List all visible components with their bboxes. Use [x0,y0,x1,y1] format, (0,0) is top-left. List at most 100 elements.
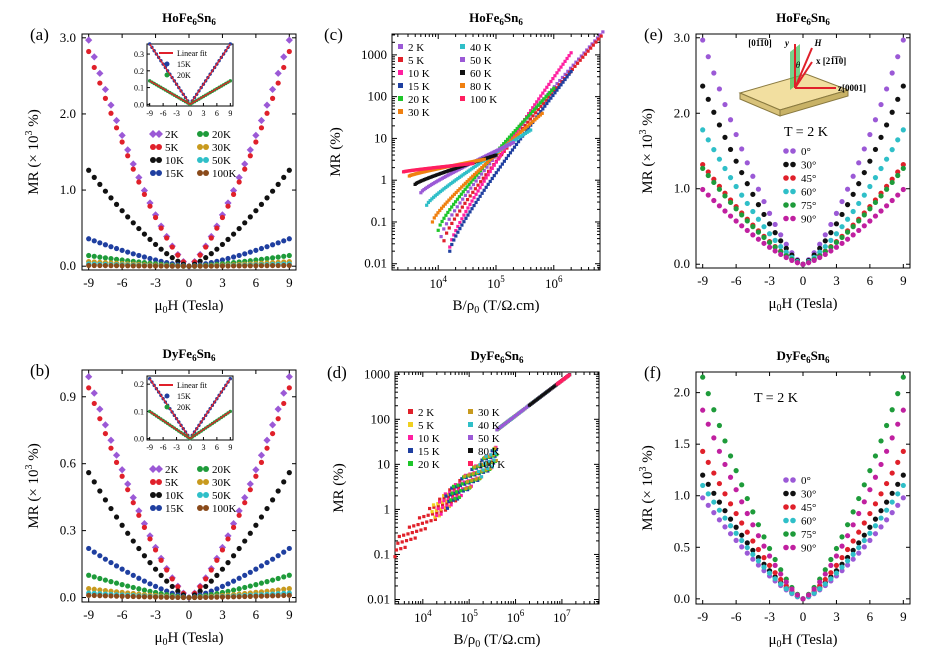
data-point [141,191,148,197]
data-point [264,110,270,116]
data-point [438,189,443,194]
data-point [772,248,778,254]
data-point [471,480,476,484]
data-point [466,169,470,173]
data-point [436,504,440,508]
legend-entry: 100K [197,168,237,180]
data-point [86,592,92,598]
data-point [567,72,571,76]
data-point [733,218,739,224]
data-point [86,572,92,578]
data-point [225,581,231,587]
data-point [727,523,734,529]
data-point [459,192,463,196]
legend-label: 20K [212,464,231,476]
data-point [844,558,851,564]
data-point [872,175,879,181]
data-point [286,262,292,269]
data-point [557,83,561,87]
y-tick-label: 0.01 [367,591,390,606]
legend-marker [790,490,796,497]
data-point [113,256,120,262]
legend-marker [150,170,156,176]
data-point [558,78,562,83]
panel-title: DyFe6Sn6 [470,348,524,365]
data-point [508,151,513,155]
data-point [491,453,495,457]
data-point [450,496,455,500]
data-point [474,179,478,183]
data-point [242,251,248,257]
data-point [533,103,537,107]
legend-entry: 80 K [460,81,492,93]
data-point [537,112,541,116]
data-point [448,491,452,495]
data-point [867,131,873,138]
data-point [219,257,226,263]
data-point [125,569,131,575]
legend-label: 20K [177,403,191,412]
data-point [599,34,603,38]
data-point [225,536,231,542]
data-point [783,586,789,592]
data-point [112,116,121,125]
data-point [275,587,281,593]
data-point [225,255,231,262]
data-point [468,168,472,172]
data-point [147,263,153,269]
data-point [91,592,97,599]
data-point [438,223,442,227]
data-point [537,97,541,101]
data-point [225,236,231,242]
data-point [242,263,248,269]
data-point [286,572,292,578]
data-point [861,146,867,152]
data-point [711,407,717,413]
panel-title: HoFe6Sn6 [776,10,830,27]
data-point [141,578,148,584]
y-tick-label: 0.3 [60,523,76,538]
data-point [744,544,750,551]
legend-label: 80 K [478,446,500,458]
x-tick-label: 107 [553,608,571,625]
data-point [97,488,103,494]
data-point [406,532,410,536]
data-point [889,435,895,441]
data-point [601,30,605,34]
data-point [485,160,489,165]
data-point [468,194,472,198]
data-point [230,553,237,559]
data-point [552,86,556,90]
data-point [872,213,879,219]
data-point [431,503,436,507]
data-point [524,126,528,130]
data-point [531,119,535,123]
data-point [441,204,446,208]
data-point [900,161,906,168]
data-point [531,106,535,110]
data-point [197,252,203,258]
data-point [281,549,287,555]
data-point [113,593,120,599]
data-point [861,520,867,526]
data-point [141,524,148,530]
data-point [523,123,527,128]
data-point [755,186,762,192]
data-point [197,594,203,601]
legend-entry: 2 K [408,407,434,419]
data-point [236,179,242,185]
data-point [750,224,756,230]
legend-entry: 15 K [408,446,440,458]
data-point [518,135,522,139]
data-point [118,131,126,140]
data-point [508,418,512,422]
data-point [811,586,817,592]
series-100K [86,262,292,269]
data-point [438,497,442,501]
data-point [783,579,789,585]
data-point [861,532,867,538]
data-point [453,483,458,487]
data-point [477,471,481,476]
